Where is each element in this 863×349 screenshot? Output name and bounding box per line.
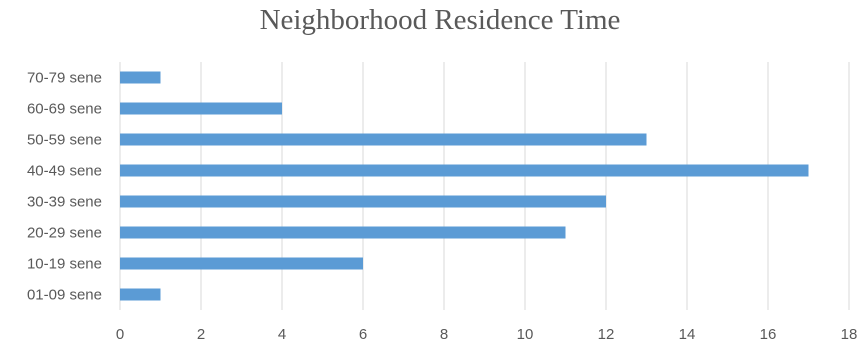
category-label: 50-59 sene [27,132,102,149]
bars [120,71,809,301]
bar [120,71,161,84]
x-tick-labels: 0 2 4 6 8 10 12 14 16 18 [116,326,858,343]
bar [120,133,647,146]
category-label: 01-09 sene [27,287,102,304]
bar [120,226,566,239]
category-label: 70-79 sene [27,70,102,87]
bar [120,164,809,177]
category-labels: 01-09 sene 10-19 sene 20-29 sene 30-39 sene… [27,70,102,304]
x-tick-label: 4 [278,326,286,343]
x-tick-label: 0 [116,326,124,343]
bar [120,195,606,208]
x-tick-label: 8 [440,326,448,343]
x-tick-label: 18 [841,326,858,343]
category-label: 60-69 sene [27,101,102,118]
x-tick-label: 10 [517,326,534,343]
bar [120,102,282,115]
bar [120,288,161,301]
category-label: 20-29 sene [27,225,102,242]
category-label: 10-19 sene [27,256,102,273]
gridlines [119,62,850,310]
x-tick-label: 16 [760,326,777,343]
x-tick-label: 14 [679,326,696,343]
category-label: 30-39 sene [27,194,102,211]
x-tick-label: 12 [598,326,615,343]
bar [120,257,363,270]
category-label: 40-49 sene [27,163,102,180]
x-tick-label: 2 [197,326,205,343]
chart-title: Neighborhood Residence Time [260,4,621,36]
x-tick-label: 6 [359,326,367,343]
